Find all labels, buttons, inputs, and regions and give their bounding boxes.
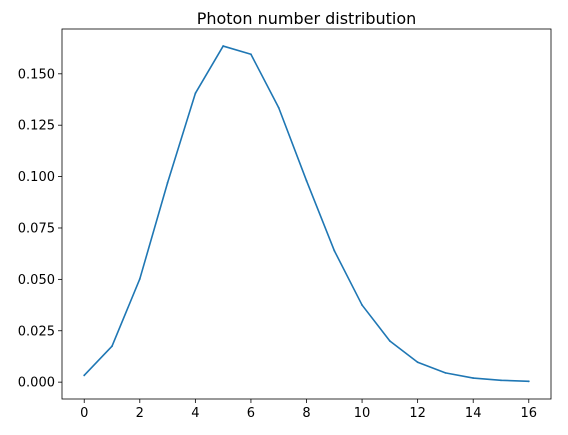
x-tick-label: 4 bbox=[191, 406, 199, 421]
data-point bbox=[472, 377, 475, 379]
y-tick-label: 0.025 bbox=[18, 324, 55, 339]
plot-frame bbox=[61, 28, 552, 400]
x-tick-label: 2 bbox=[136, 406, 144, 421]
data-point bbox=[527, 380, 530, 383]
data-point bbox=[333, 249, 336, 252]
data-point bbox=[138, 278, 141, 280]
x-tick-label: 14 bbox=[465, 406, 482, 421]
data-point bbox=[194, 92, 197, 95]
y-tick-label: 0.150 bbox=[18, 67, 55, 82]
data-point bbox=[277, 106, 280, 109]
x-tick-label: 8 bbox=[302, 406, 310, 421]
x-axis: 0 2 4 6 8 10 12 14 16 bbox=[80, 399, 537, 421]
data-point bbox=[388, 340, 391, 342]
x-tick-label: 12 bbox=[409, 406, 426, 421]
x-tick-label: 0 bbox=[80, 406, 88, 421]
data-point bbox=[250, 53, 252, 56]
data-point bbox=[444, 371, 447, 374]
chart-title: Photon number distribution bbox=[197, 9, 417, 28]
data-point bbox=[305, 179, 308, 182]
data-point bbox=[222, 45, 225, 47]
y-axis: 0.000 0.025 0.050 0.075 0.100 0.125 0.150 bbox=[18, 67, 62, 391]
y-tick-label: 0.075 bbox=[18, 221, 55, 236]
data-point bbox=[83, 374, 86, 377]
data-point bbox=[500, 379, 502, 382]
x-tick-label: 6 bbox=[247, 406, 255, 421]
y-tick-label: 0.000 bbox=[18, 376, 55, 391]
y-tick-label: 0.100 bbox=[18, 170, 55, 185]
data-point bbox=[361, 304, 363, 306]
series-line bbox=[83, 45, 530, 383]
x-tick-label: 16 bbox=[520, 406, 537, 421]
x-tick-label: 10 bbox=[354, 406, 371, 421]
y-tick-label: 0.050 bbox=[18, 273, 55, 288]
data-point bbox=[166, 181, 169, 184]
series-layer bbox=[83, 45, 530, 383]
data-point bbox=[111, 345, 113, 348]
y-tick-label: 0.125 bbox=[18, 119, 55, 134]
data-point bbox=[416, 361, 419, 364]
